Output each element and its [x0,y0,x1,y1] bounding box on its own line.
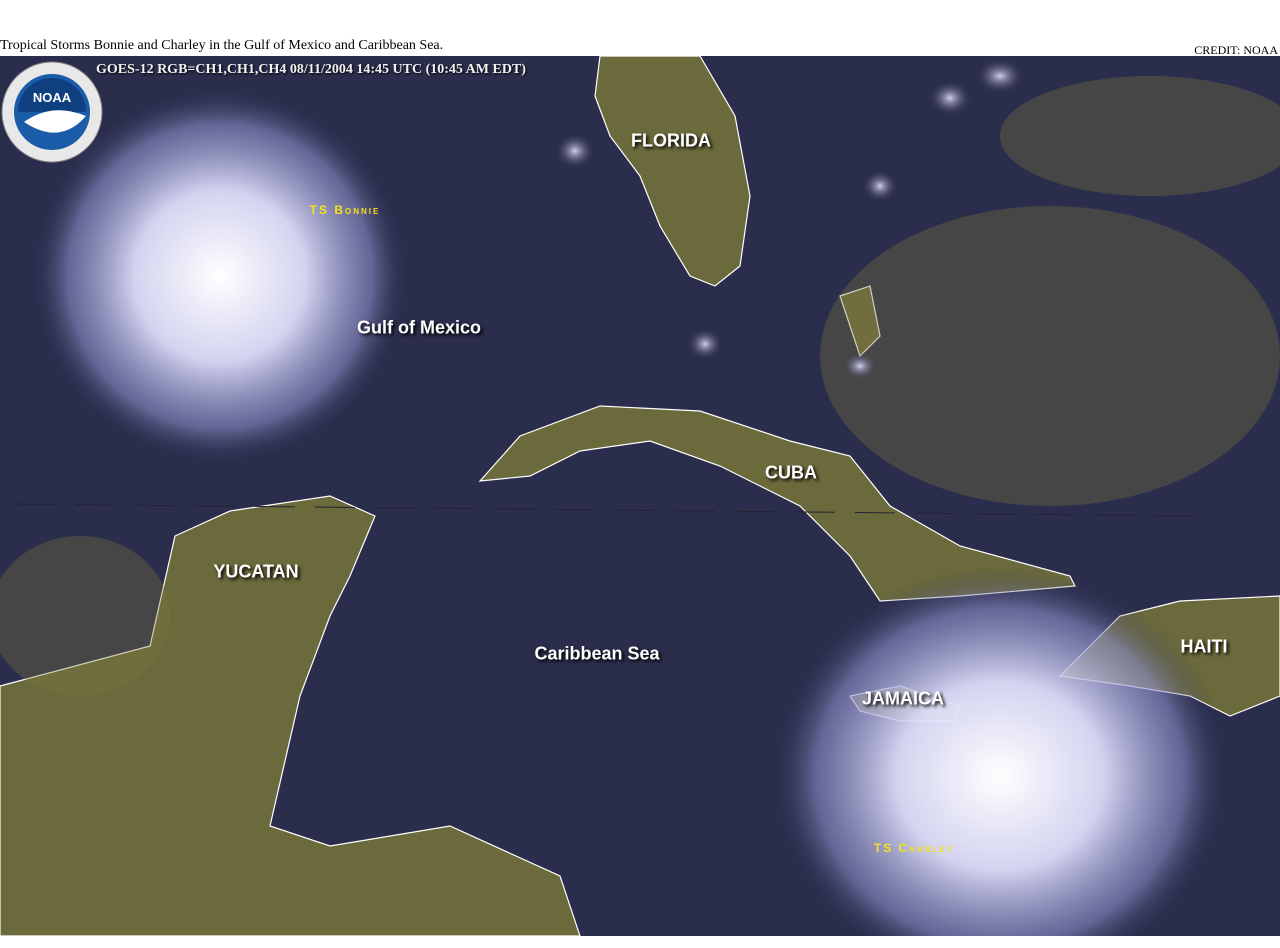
bahamas-land [839,285,881,358]
label-haiti: HAITI [1180,636,1228,657]
bonnie-cloud [30,86,410,466]
label-cuba: CUBA [765,462,817,483]
florida-land [594,56,751,287]
label-florida: FLORIDA [631,130,711,151]
noaa-logo-text: NOAA [33,90,72,105]
label-yucatan: YUCATAN [213,561,299,582]
charley-cloud [770,566,1230,936]
label-jamaica: JAMAICA [861,688,945,709]
land-texture [0,76,1280,696]
latitude-line [14,503,1201,517]
label-ts-charley: TS Charley [873,841,955,855]
image-caption: Tropical Storms Bonnie and Charley in th… [0,38,444,53]
small-clouds [555,58,1025,380]
label-ts-bonnie: TS Bonnie [309,203,381,217]
satellite-image: NOAA GOES-12 RGB=CH1,CH1,CH4 08/11/2004 … [0,56,1280,936]
yucatan-land [0,495,581,936]
satellite-map [0,56,1280,936]
image-header: GOES-12 RGB=CH1,CH1,CH4 08/11/2004 14:45… [96,62,526,77]
label-gulf-of-mexico: Gulf of Mexico [356,317,482,338]
noaa-logo: NOAA [0,56,104,168]
label-caribbean-sea: Caribbean Sea [534,643,660,664]
credit-text: CREDIT: NOAA [1194,43,1278,57]
